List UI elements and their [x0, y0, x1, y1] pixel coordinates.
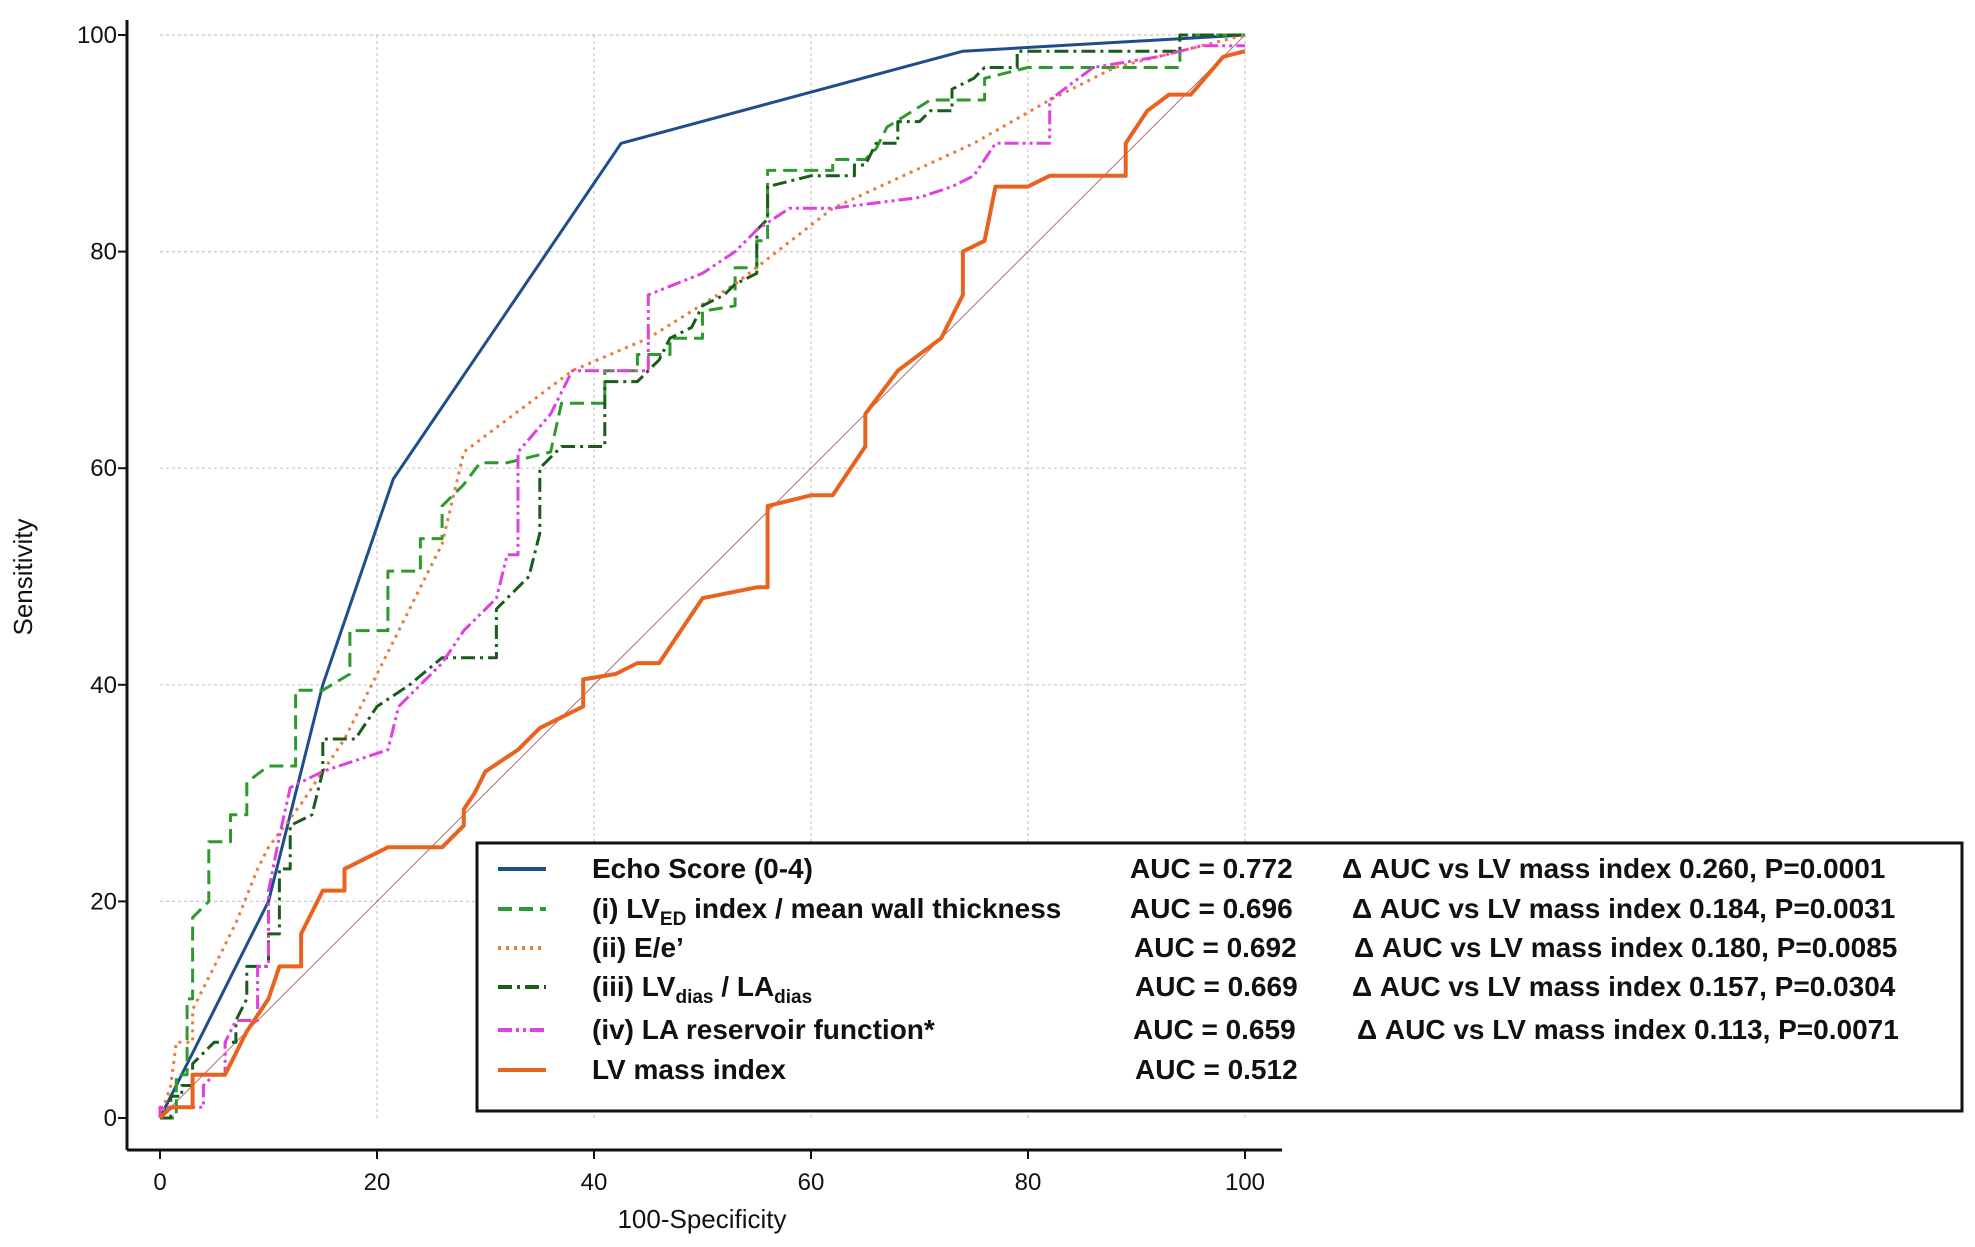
legend-delta: Δ AUC vs LV mass index 0.157, P=0.0304 — [1352, 971, 1896, 1002]
legend-auc: AUC = 0.669 — [1135, 971, 1298, 1002]
y-tick-label: 60 — [90, 455, 117, 482]
y-tick-label: 0 — [104, 1105, 117, 1132]
legend-label-subscript: dias — [675, 987, 713, 1008]
legend: Echo Score (0-4) AUC = 0.772 Δ AUC vs LV m… — [475, 841, 1964, 1113]
legend-label-part: (iii) LV — [592, 971, 676, 1002]
x-tick-label: 20 — [364, 1169, 391, 1196]
legend-label: Echo Score (0-4) — [592, 853, 813, 884]
x-axis-label: 100-Specificity — [617, 1204, 786, 1234]
legend-delta: Δ AUC vs LV mass index 0.260, P=0.0001 — [1342, 853, 1885, 884]
legend-label-part: / LA — [714, 971, 775, 1002]
x-tick-label: 0 — [153, 1169, 166, 1196]
legend-delta: Δ AUC vs LV mass index 0.113, P=0.0071 — [1357, 1014, 1899, 1045]
legend-label-part: (iv) LA reservoir function* — [592, 1014, 935, 1045]
legend-box — [475, 841, 1964, 1113]
legend-auc: AUC = 0.772 — [1130, 853, 1293, 884]
legend-auc: AUC = 0.659 — [1133, 1014, 1296, 1045]
legend-delta: Δ AUC vs LV mass index 0.184, P=0.0031 — [1352, 893, 1895, 924]
roc-curve-iii-lvdias-ladias — [160, 33, 1245, 1120]
y-tick-label: 20 — [90, 888, 117, 915]
legend-label: (iii) LVdias / LAdias — [592, 971, 812, 1008]
legend-label: (i) LVED index / mean wall thickness — [592, 893, 1061, 930]
legend-label-part: LV mass index — [592, 1054, 786, 1085]
x-tick-label: 60 — [798, 1169, 825, 1196]
y-tick-label: 100 — [77, 22, 117, 49]
legend-label-part: index / mean wall thickness — [686, 893, 1061, 924]
axes — [118, 20, 1282, 1159]
legend-auc: AUC = 0.692 — [1134, 932, 1297, 963]
y-tick-label: 80 — [90, 239, 117, 266]
roc-curve-lv-mass-index — [158, 49, 1246, 1120]
tick-labels: 0 20 40 60 80 100 0 20 40 60 80 100 — [77, 22, 1265, 1196]
roc-curve-iv-la-reservoir-function — [158, 44, 1245, 1118]
x-tick-label: 80 — [1015, 1169, 1042, 1196]
legend-auc: AUC = 0.696 — [1130, 893, 1293, 924]
legend-label-part: Echo Score (0-4) — [592, 853, 813, 884]
y-axis-label: Sensitivity — [8, 518, 38, 635]
legend-label-part: (i) LV — [592, 893, 660, 924]
x-tick-label: 40 — [581, 1169, 608, 1196]
roc-curve-echo-score-0-4 — [158, 33, 1246, 1119]
legend-label: LV mass index — [592, 1054, 786, 1085]
series-layer — [158, 33, 1246, 1120]
roc-curve-i-lved-index-mean-wall-thickness — [160, 33, 1245, 1120]
legend-delta: Δ AUC vs LV mass index 0.180, P=0.0085 — [1354, 932, 1897, 963]
legend-label: (ii) E/e’ — [592, 932, 684, 963]
x-tick-label: 100 — [1225, 1169, 1265, 1196]
legend-auc: AUC = 0.512 — [1135, 1054, 1298, 1085]
legend-label-part: (ii) E/e’ — [592, 932, 684, 963]
legend-label: (iv) LA reservoir function* — [592, 1014, 935, 1045]
legend-label-subscript: ED — [660, 909, 686, 930]
y-tick-label: 40 — [90, 672, 117, 699]
legend-label-subscript: dias — [774, 987, 812, 1008]
reference-diagonal — [159, 34, 1246, 1119]
